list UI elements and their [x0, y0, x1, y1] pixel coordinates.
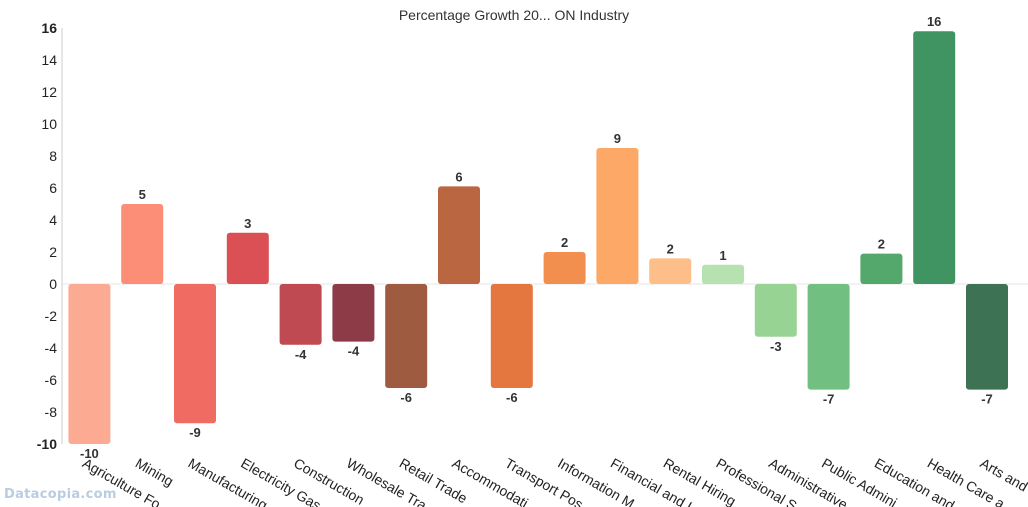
watermark-logo: Datacopia.com	[4, 487, 117, 502]
bar	[174, 284, 216, 424]
data-label: 5	[139, 187, 146, 202]
data-label: -4	[295, 347, 307, 362]
y-tick-label: -2	[45, 308, 58, 324]
y-tick-label: 4	[49, 212, 57, 228]
bar	[121, 204, 164, 284]
data-label: -3	[770, 339, 782, 354]
bar	[385, 284, 428, 388]
bar	[702, 264, 744, 284]
bar	[332, 284, 375, 342]
y-tick-label: -4	[45, 340, 58, 356]
bar	[754, 284, 797, 337]
y-tick-label: 16	[41, 20, 57, 36]
bar	[913, 31, 956, 285]
data-label: 16	[927, 14, 941, 29]
y-tick-label: 0	[49, 276, 57, 292]
data-label: 2	[667, 241, 674, 256]
bar	[226, 232, 269, 284]
data-label: -9	[189, 425, 201, 440]
data-label: -4	[348, 344, 360, 359]
bar	[807, 284, 850, 390]
data-label: -6	[400, 390, 412, 405]
data-label: -6	[506, 390, 518, 405]
bar	[68, 284, 111, 444]
data-label: 3	[244, 216, 251, 231]
bar	[860, 253, 903, 284]
bar	[543, 252, 586, 284]
data-label: 9	[614, 131, 621, 146]
data-label: -7	[823, 392, 835, 407]
data-label: -10	[80, 446, 99, 461]
y-tick-label: 14	[41, 52, 57, 68]
bar	[490, 284, 533, 388]
y-tick-label: 10	[41, 116, 57, 132]
chart-title: Percentage Growth 20... ON Industry	[399, 7, 629, 23]
bar	[596, 148, 639, 284]
bar	[649, 258, 692, 284]
y-tick-label: -6	[45, 372, 58, 388]
bar	[279, 284, 322, 345]
y-tick-label: -10	[37, 436, 57, 452]
bar	[438, 186, 480, 284]
y-tick-label: 2	[49, 244, 57, 260]
data-label: 6	[455, 169, 462, 184]
y-tick-label: 12	[41, 84, 57, 100]
y-tick-label: 8	[49, 148, 57, 164]
bar	[966, 284, 1008, 390]
data-label: 1	[719, 248, 726, 263]
bars	[68, 31, 1008, 444]
data-labels: -10 5 -9 3 -4 -4 -6 6 -6 2 9 2 1 -3 -7 2 16 -7	[80, 14, 993, 461]
y-tick-label: 6	[49, 180, 57, 196]
data-label: 2	[561, 235, 568, 250]
y-tick-label: -8	[45, 404, 58, 420]
data-label: -7	[981, 392, 993, 407]
x-axis: Agriculture Fo...Mining ManufacturingElec…	[80, 455, 1028, 507]
data-label: 2	[878, 237, 885, 252]
